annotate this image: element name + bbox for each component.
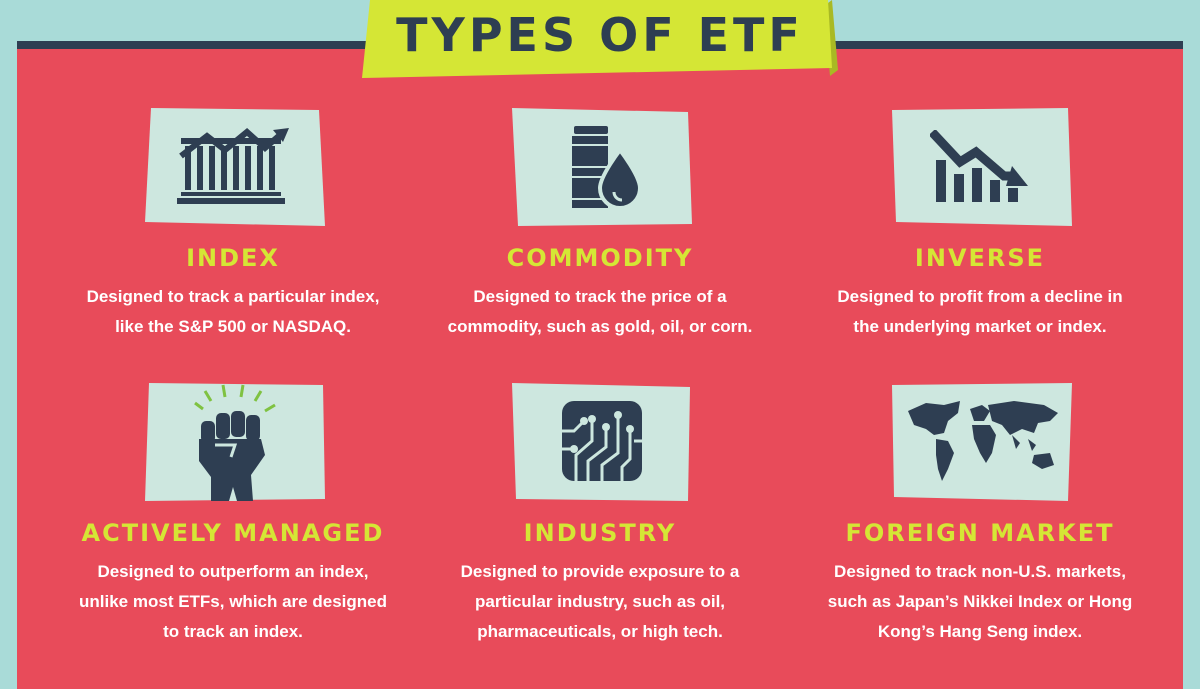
circuit-board-icon	[562, 401, 642, 481]
card-title: COMMODITY	[506, 244, 694, 272]
oil-barrel-icon	[572, 126, 642, 210]
raised-fist-icon	[194, 384, 276, 501]
title-banner: TYPES OF ETF	[362, 0, 838, 78]
card-title: ACTIVELY MANAGED	[81, 519, 385, 547]
card-title: FOREIGN MARKET	[845, 519, 1115, 547]
card-title: INVERSE	[914, 244, 1046, 272]
card-description: Designed to track non-U.S. markets, such…	[827, 562, 1133, 641]
card-title: INDEX	[186, 244, 280, 272]
card-description: Designed to outperform an index, unlike …	[79, 562, 387, 641]
card-title: INDUSTRY	[523, 519, 677, 547]
declining-chart-icon	[930, 130, 1028, 202]
card-description: Designed to profit from a decline in the…	[837, 287, 1123, 336]
world-map-icon	[908, 401, 1058, 481]
index-chart-icon	[177, 128, 289, 204]
icon-box	[892, 108, 1072, 226]
card-description: Designed to provide exposure to a partic…	[460, 562, 740, 641]
icon-box	[145, 383, 325, 501]
icon-box	[892, 383, 1072, 501]
page-title: TYPES OF ETF	[396, 8, 804, 62]
card-description: Designed to track the price of a commodi…	[447, 287, 753, 336]
icon-box	[512, 383, 692, 501]
card-description: Designed to track a particular index, li…	[86, 287, 380, 336]
icon-box	[145, 108, 325, 226]
icon-box	[512, 108, 692, 226]
